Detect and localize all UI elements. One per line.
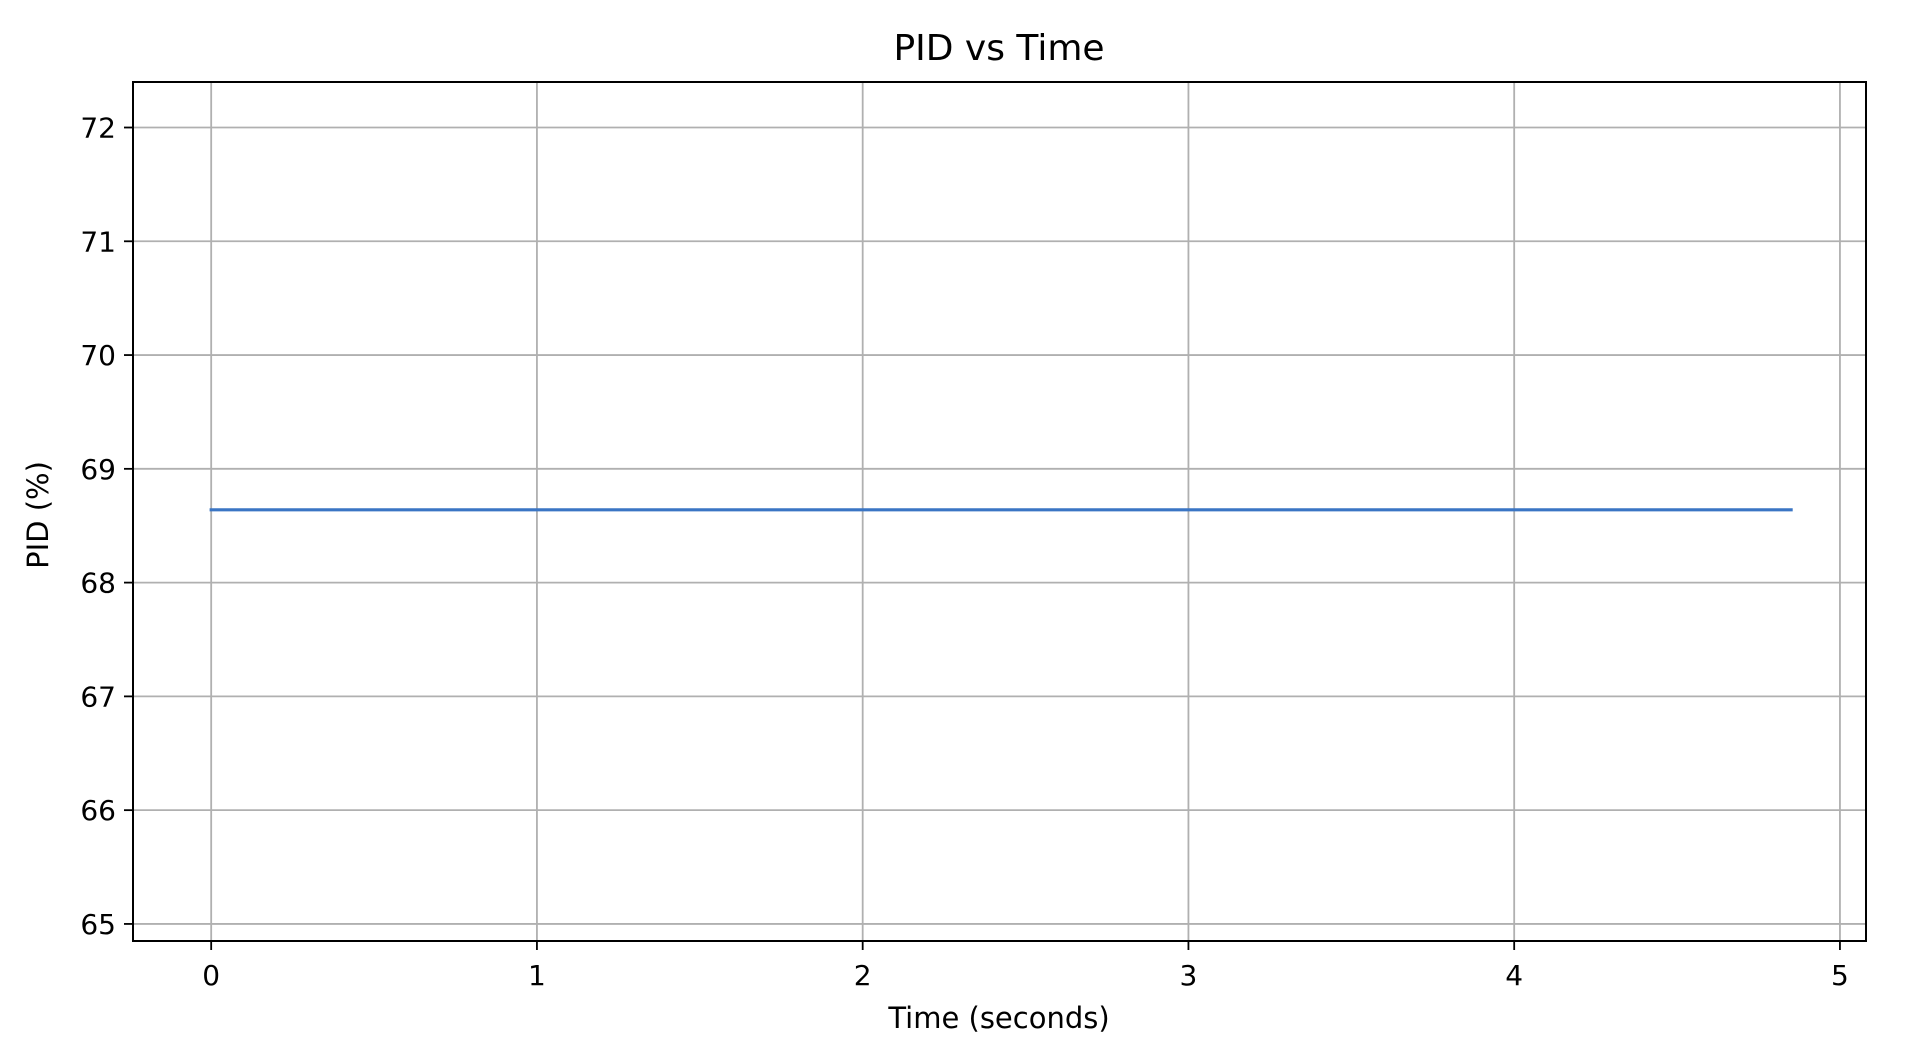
y-tick-label: 70 (80, 339, 116, 372)
x-tick-label: 1 (528, 959, 546, 992)
y-tick-label: 72 (80, 112, 116, 145)
y-tick-label: 66 (80, 794, 116, 827)
x-tick-label: 0 (202, 959, 220, 992)
x-tick-label: 5 (1831, 959, 1849, 992)
grid-lines (133, 82, 1866, 941)
y-tick-label: 71 (80, 225, 116, 258)
y-tick-label: 67 (80, 680, 116, 713)
x-tick-label: 4 (1505, 959, 1523, 992)
axis-ticks: 0 1 2 3 4 5 65 66 67 68 69 70 71 72 (80, 112, 1848, 992)
chart-title: PID vs Time (893, 28, 1104, 69)
x-tick-label: 3 (1180, 959, 1198, 992)
x-axis-label: Time (seconds) (887, 1001, 1109, 1035)
y-axis-label: PID (%) (21, 461, 55, 569)
y-tick-label: 68 (80, 567, 116, 600)
y-tick-label: 69 (80, 453, 116, 486)
y-tick-label: 65 (80, 908, 116, 941)
plot-frame (132, 81, 1867, 942)
x-tick-label: 2 (854, 959, 872, 992)
